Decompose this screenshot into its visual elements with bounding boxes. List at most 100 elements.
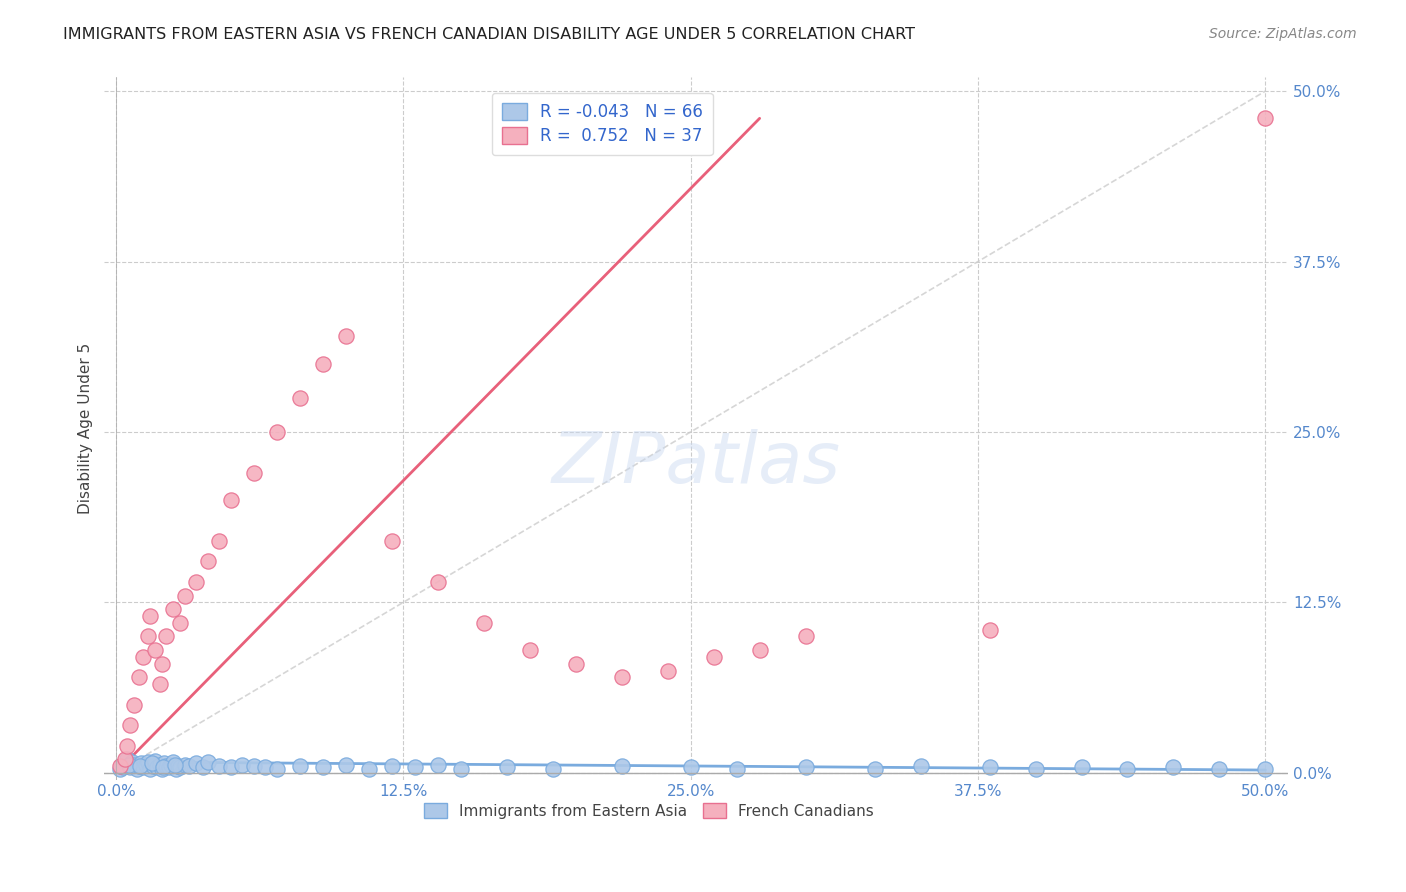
Point [110,762,132,776]
Point [114,752,136,766]
Point [167,759,190,773]
Point [725,762,748,776]
Point [169,615,191,630]
Point [610,759,633,773]
Point [381,759,404,773]
Point [564,657,586,671]
Point [121,755,143,769]
Point [148,677,170,691]
Point [111,760,134,774]
Point [1254,112,1277,126]
Point [979,760,1001,774]
Point [208,759,231,773]
Point [129,759,152,773]
Point [125,762,148,776]
Point [148,757,170,772]
Point [153,756,176,771]
Legend: Immigrants from Eastern Asia, French Canadians: Immigrants from Eastern Asia, French Can… [418,797,880,824]
Point [208,534,231,549]
Point [118,760,141,774]
Point [1116,762,1139,776]
Point [357,762,380,776]
Point [312,760,335,774]
Point [142,759,165,773]
Point [122,698,145,712]
Point [132,760,155,774]
Point [243,466,266,480]
Point [472,615,495,630]
Point [610,670,633,684]
Point [162,755,184,769]
Point [288,759,311,773]
Point [155,759,177,773]
Point [1070,760,1092,774]
Point [152,760,174,774]
Point [219,493,242,508]
Point [135,757,157,772]
Point [160,757,183,772]
Point [254,760,277,774]
Point [404,760,426,774]
Point [426,574,449,589]
Point [117,757,139,772]
Point [312,357,335,371]
Point [136,755,159,769]
Point [426,757,449,772]
Point [450,762,472,776]
Point [1208,762,1230,776]
Point [266,425,288,439]
Point [117,752,139,766]
Point [157,760,180,774]
Text: Source: ZipAtlas.com: Source: ZipAtlas.com [1209,27,1357,41]
Point [118,718,141,732]
Point [128,759,150,773]
Point [541,762,564,776]
Point [173,757,195,772]
Y-axis label: Disability Age Under 5: Disability Age Under 5 [79,343,93,514]
Point [132,649,155,664]
Point [179,759,201,773]
Point [162,602,184,616]
Point [243,759,266,773]
Point [143,754,166,768]
Point [122,757,145,772]
Point [139,609,162,624]
Point [197,755,219,769]
Point [114,759,136,773]
Point [495,760,517,774]
Point [519,643,541,657]
Point [794,760,817,774]
Point [193,760,215,774]
Point [863,762,886,776]
Point [979,623,1001,637]
Point [1025,762,1047,776]
Point [163,757,186,772]
Point [703,649,725,664]
Point [136,630,159,644]
Point [335,757,357,772]
Point [197,554,219,568]
Point [266,762,288,776]
Point [1163,760,1185,774]
Point [186,756,208,771]
Point [139,762,162,776]
Point [150,657,173,671]
Text: ZIPatlas: ZIPatlas [553,429,841,498]
Point [129,756,152,771]
Point [288,391,311,405]
Point [231,757,253,772]
Point [155,630,177,644]
Point [150,762,173,776]
Point [128,670,150,684]
Text: IMMIGRANTS FROM EASTERN ASIA VS FRENCH CANADIAN DISABILITY AGE UNDER 5 CORRELATI: IMMIGRANTS FROM EASTERN ASIA VS FRENCH C… [63,27,915,42]
Point [1254,762,1277,776]
Point [910,759,932,773]
Point [794,630,817,644]
Point [679,760,702,774]
Point [335,329,357,343]
Point [146,760,169,774]
Point [748,643,770,657]
Point [186,574,208,589]
Point [219,760,242,774]
Point [657,664,679,678]
